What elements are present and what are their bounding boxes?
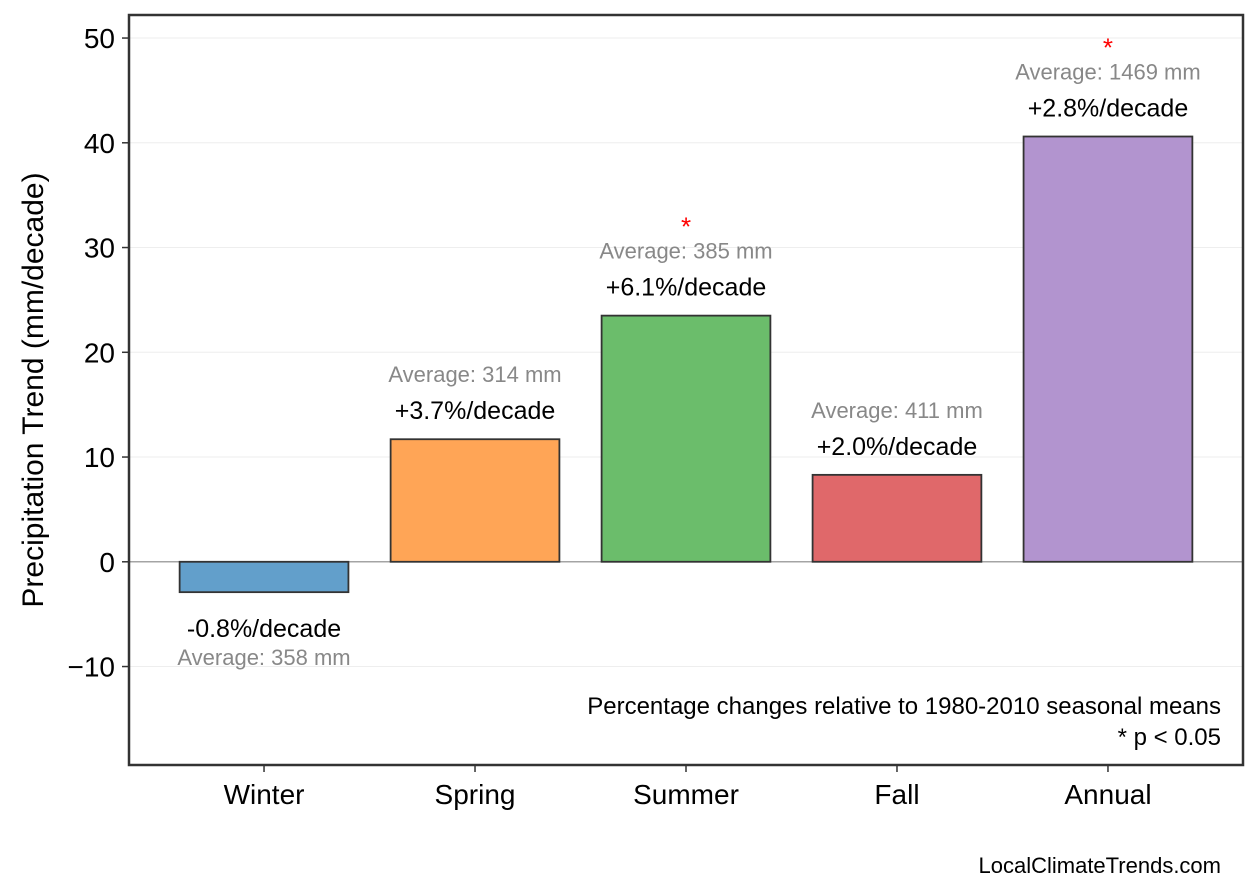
y-tick-label: 20 bbox=[84, 337, 115, 368]
bar-winter bbox=[178, 560, 350, 594]
avg-label: Average: 358 mm bbox=[177, 645, 350, 670]
avg-label: Average: 411 mm bbox=[811, 398, 983, 423]
y-tick-label: 40 bbox=[84, 128, 115, 159]
note-significance: * p < 0.05 bbox=[1118, 724, 1221, 751]
x-tick-label: Spring bbox=[435, 779, 516, 810]
avg-label: Average: 385 mm bbox=[599, 239, 772, 264]
y-axis-label: Precipitation Trend (mm/decade) bbox=[17, 172, 50, 607]
y-tick-label: −10 bbox=[68, 652, 116, 683]
pct-label: +2.8%/decade bbox=[1028, 95, 1189, 123]
pct-label: +6.1%/decade bbox=[606, 274, 767, 302]
avg-label: Average: 1469 mm bbox=[1015, 60, 1200, 85]
bar-fall bbox=[811, 473, 983, 563]
y-tick-label: 10 bbox=[84, 442, 115, 473]
pct-label: -0.8%/decade bbox=[187, 615, 341, 643]
y-tick-label: 50 bbox=[84, 23, 115, 54]
y-tick-label: 0 bbox=[99, 547, 115, 578]
bar-spring bbox=[389, 438, 561, 563]
x-tick-label: Fall bbox=[874, 779, 919, 810]
y-axis: −10 0 10 20 30 40 50 bbox=[68, 23, 129, 683]
credit: LocalClimateTrends.com bbox=[979, 853, 1222, 878]
pct-label: +3.7%/decade bbox=[395, 397, 556, 425]
significance-marker: * bbox=[1103, 33, 1113, 63]
bars bbox=[178, 135, 1194, 594]
x-tick-label: Annual bbox=[1064, 779, 1151, 810]
pct-label: +2.0%/decade bbox=[817, 433, 978, 461]
y-tick-label: 30 bbox=[84, 233, 115, 264]
avg-label: Average: 314 mm bbox=[388, 362, 561, 387]
bar-annual bbox=[1022, 135, 1194, 563]
note-baseline: Percentage changes relative to 1980-2010… bbox=[587, 693, 1221, 720]
significance-marker: * bbox=[681, 212, 691, 242]
x-axis: Winter Spring Summer Fall Annual bbox=[224, 765, 1152, 810]
x-tick-label: Summer bbox=[633, 779, 739, 810]
x-tick-label: Winter bbox=[224, 779, 305, 810]
bar-summer bbox=[600, 314, 772, 563]
